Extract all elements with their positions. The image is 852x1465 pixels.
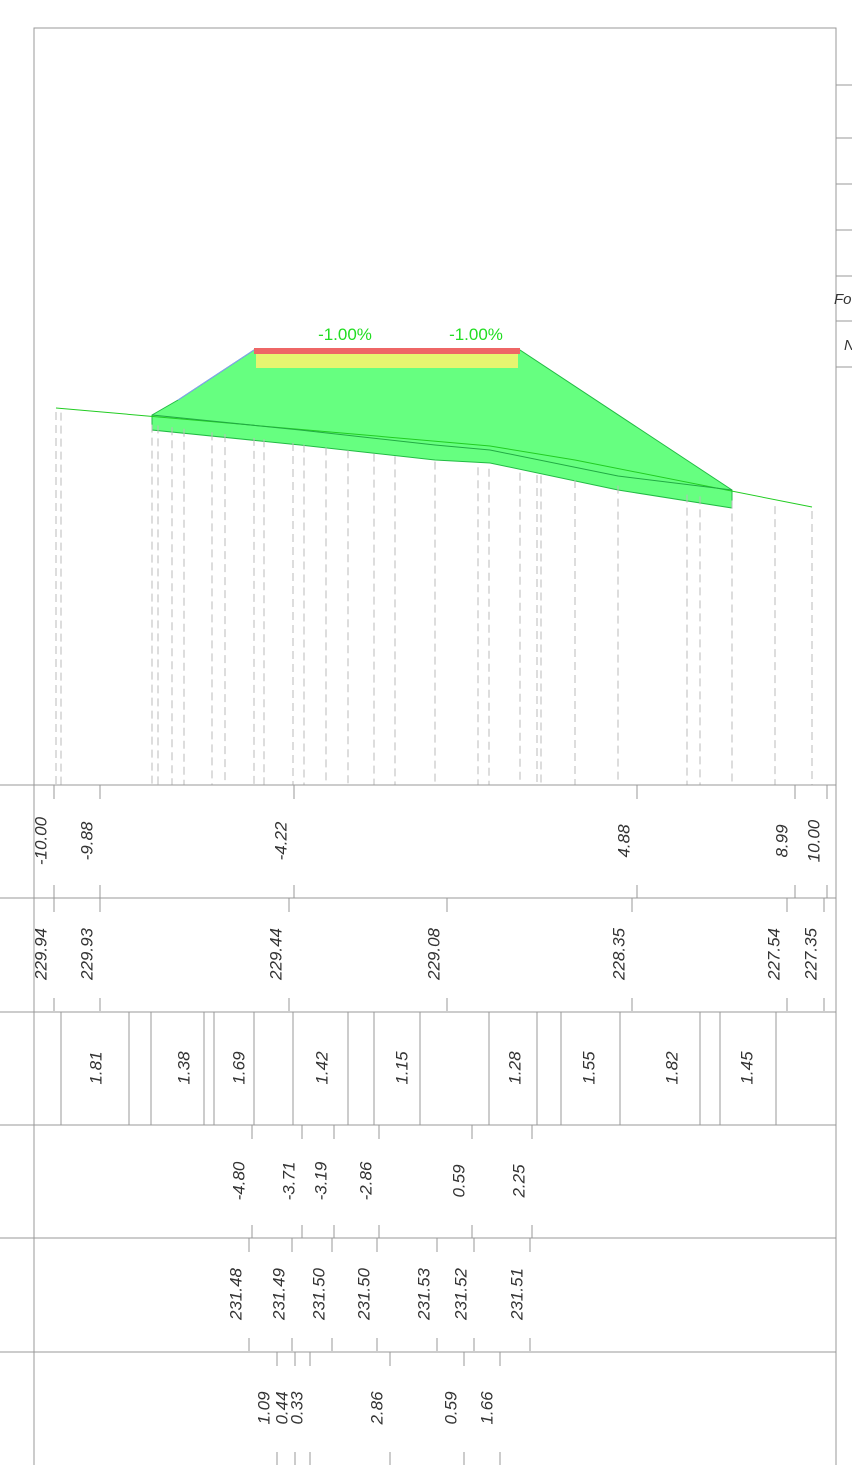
- cell-value: 231.51: [507, 1268, 526, 1321]
- cell-value: 1.15: [392, 1051, 411, 1085]
- pavement: [254, 348, 520, 354]
- cell-value: 1.69: [229, 1051, 248, 1085]
- cell-value: 229.94: [31, 928, 50, 981]
- cell-value: 1.66: [477, 1391, 496, 1425]
- cell-value: 229.08: [424, 927, 443, 981]
- cell-value: -2.86: [356, 1161, 375, 1200]
- dashed-guides: [55, 412, 813, 785]
- cell-value: 0.59: [449, 1164, 468, 1198]
- cell-value: 1.28: [505, 1051, 524, 1085]
- fill-body: [151, 349, 733, 509]
- cell-value: 231.48: [226, 1267, 245, 1321]
- cell-value: 228.35: [609, 927, 628, 981]
- cell-value: -4.80: [229, 1161, 248, 1200]
- frame: [33, 27, 837, 1465]
- cell-value: 229.44: [266, 928, 285, 981]
- cell-value: 1.45: [737, 1051, 756, 1085]
- cell-value: 0.59: [441, 1391, 460, 1425]
- cell-value: 231.52: [451, 1267, 470, 1321]
- cell-value: -9.88: [77, 821, 96, 860]
- cell-value: 231.50: [309, 1267, 328, 1321]
- cell-value: 2.86: [367, 1391, 386, 1426]
- cell-value: 0.33: [287, 1391, 306, 1425]
- side-label: N: [844, 337, 852, 354]
- cell-value: 227.35: [801, 927, 820, 981]
- cell-value: 10.00: [804, 819, 823, 862]
- cell-value: 4.88: [614, 824, 633, 858]
- table-grid: [0, 784, 836, 1465]
- cell-value: 8.99: [772, 824, 791, 858]
- slope-label: -1.00%: [449, 325, 503, 344]
- cell-value: 1.09: [254, 1391, 273, 1425]
- cell-value: 1.82: [662, 1051, 681, 1085]
- cell-value: -10.00: [31, 816, 50, 865]
- cell-value: 229.93: [77, 927, 96, 981]
- cell-value: -4.22: [271, 821, 290, 860]
- cell-value: 1.81: [86, 1051, 105, 1084]
- side-table: [836, 84, 852, 368]
- cell-value: -3.71: [279, 1162, 298, 1201]
- cell-value: 2.25: [509, 1164, 528, 1199]
- cell-value: 1.55: [579, 1051, 598, 1085]
- cell-value: 231.50: [354, 1267, 373, 1321]
- slope-label: -1.00%: [318, 325, 372, 344]
- side-label: Fo: [834, 291, 852, 308]
- base-layer: [256, 354, 518, 368]
- cell-value: -3.19: [311, 1161, 330, 1200]
- cell-value: 231.53: [414, 1267, 433, 1321]
- slope-edge: [177, 349, 255, 401]
- cell-value: 227.54: [764, 928, 783, 981]
- existing-line: [151, 414, 733, 491]
- cell-value: 1.38: [174, 1051, 193, 1085]
- cell-value: 1.42: [312, 1051, 331, 1085]
- cell-value: 231.49: [269, 1267, 288, 1321]
- cell-value: 0.44: [272, 1391, 291, 1424]
